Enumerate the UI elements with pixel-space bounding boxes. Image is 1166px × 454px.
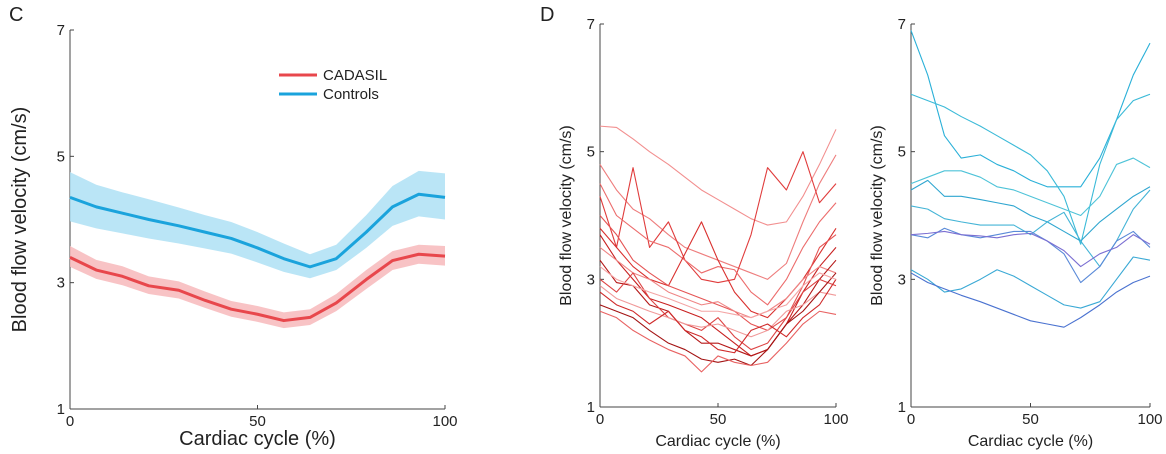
y-tick-label: 1 (898, 399, 906, 416)
series-line-2 (599, 151, 837, 284)
series-line-5 (910, 227, 1151, 284)
panel-d-left-line-chart: 1 3 5 7 0 50 100 Cardiac cycle (%) Blood flow ve… (558, 16, 849, 450)
series-line-11 (599, 272, 837, 367)
series-line-7 (910, 256, 1151, 309)
series-line-5 (599, 215, 837, 331)
y-tick-label: 3 (57, 275, 65, 292)
x-tick-label: 100 (823, 411, 848, 428)
series-line-4 (599, 221, 837, 319)
x-tick-label: 50 (710, 411, 727, 428)
series-line-0 (599, 125, 837, 226)
x-tick-label: 0 (66, 413, 74, 430)
series-line-13 (599, 279, 837, 354)
confidence-band-controls (70, 170, 445, 279)
y-axis-title: Blood flow velocity (cm/s) (869, 125, 886, 306)
series-line-6 (599, 234, 837, 357)
series-line-3 (910, 179, 1151, 242)
y-tick-label: 7 (587, 16, 595, 33)
series-line-14 (599, 266, 837, 319)
series-line-10 (599, 285, 837, 338)
x-axis-title: Cardiac cycle (%) (968, 433, 1093, 450)
y-axis-title: Blood flow velocity (cm/s) (558, 125, 575, 306)
y-tick-label: 1 (587, 399, 595, 416)
confidence-band-cadasil (70, 244, 445, 329)
panel-letter-d: D (540, 4, 554, 26)
series-line-2 (910, 157, 1151, 217)
x-tick-label: 50 (1022, 411, 1039, 428)
legend-label-controls: Controls (323, 86, 379, 103)
x-tick-label: 0 (596, 411, 604, 428)
y-tick-label: 7 (898, 16, 906, 33)
y-axis-title: Blood flow velocity (cm/s) (9, 107, 31, 333)
x-tick-label: 50 (249, 413, 266, 430)
y-tick-label: 3 (898, 271, 906, 288)
series-line-1 (910, 93, 1151, 245)
series-line-7 (599, 246, 837, 319)
panel-d-right-line-chart: 1 3 5 7 0 50 100 Cardiac cycle (%) Blood flow ve… (869, 16, 1163, 450)
series-line-8 (599, 259, 837, 357)
series-line-cadasil (69, 252, 446, 323)
y-tick-label: 1 (57, 401, 65, 418)
y-tick-label: 5 (898, 144, 906, 161)
series-line-4 (910, 189, 1151, 268)
x-tick-label: 100 (1137, 411, 1162, 428)
series-line-controls (69, 192, 446, 269)
panel-letter-c: C (9, 4, 23, 26)
x-tick-label: 100 (432, 413, 457, 430)
x-axis-title: Cardiac cycle (%) (655, 433, 780, 450)
legend-label-cadasil: CADASIL (323, 67, 387, 84)
series-line-0 (910, 30, 1151, 188)
series-line-9 (599, 272, 837, 351)
legend: CADASIL Controls (279, 67, 387, 103)
series-line-12 (599, 310, 837, 373)
x-axis-title: Cardiac cycle (%) (179, 428, 336, 450)
x-tick-label: 0 (907, 411, 915, 428)
series-line-8 (910, 272, 1151, 328)
y-tick-label: 3 (587, 271, 595, 288)
panel-c-line-chart: 1 3 5 7 0 50 100 Cardiac cycle (%) Blood flow ve… (9, 22, 458, 450)
y-tick-label: 5 (587, 144, 595, 161)
series-line-3 (599, 183, 837, 306)
series-line-6 (910, 230, 1151, 268)
y-tick-label: 7 (57, 22, 65, 39)
y-tick-label: 5 (57, 148, 65, 165)
